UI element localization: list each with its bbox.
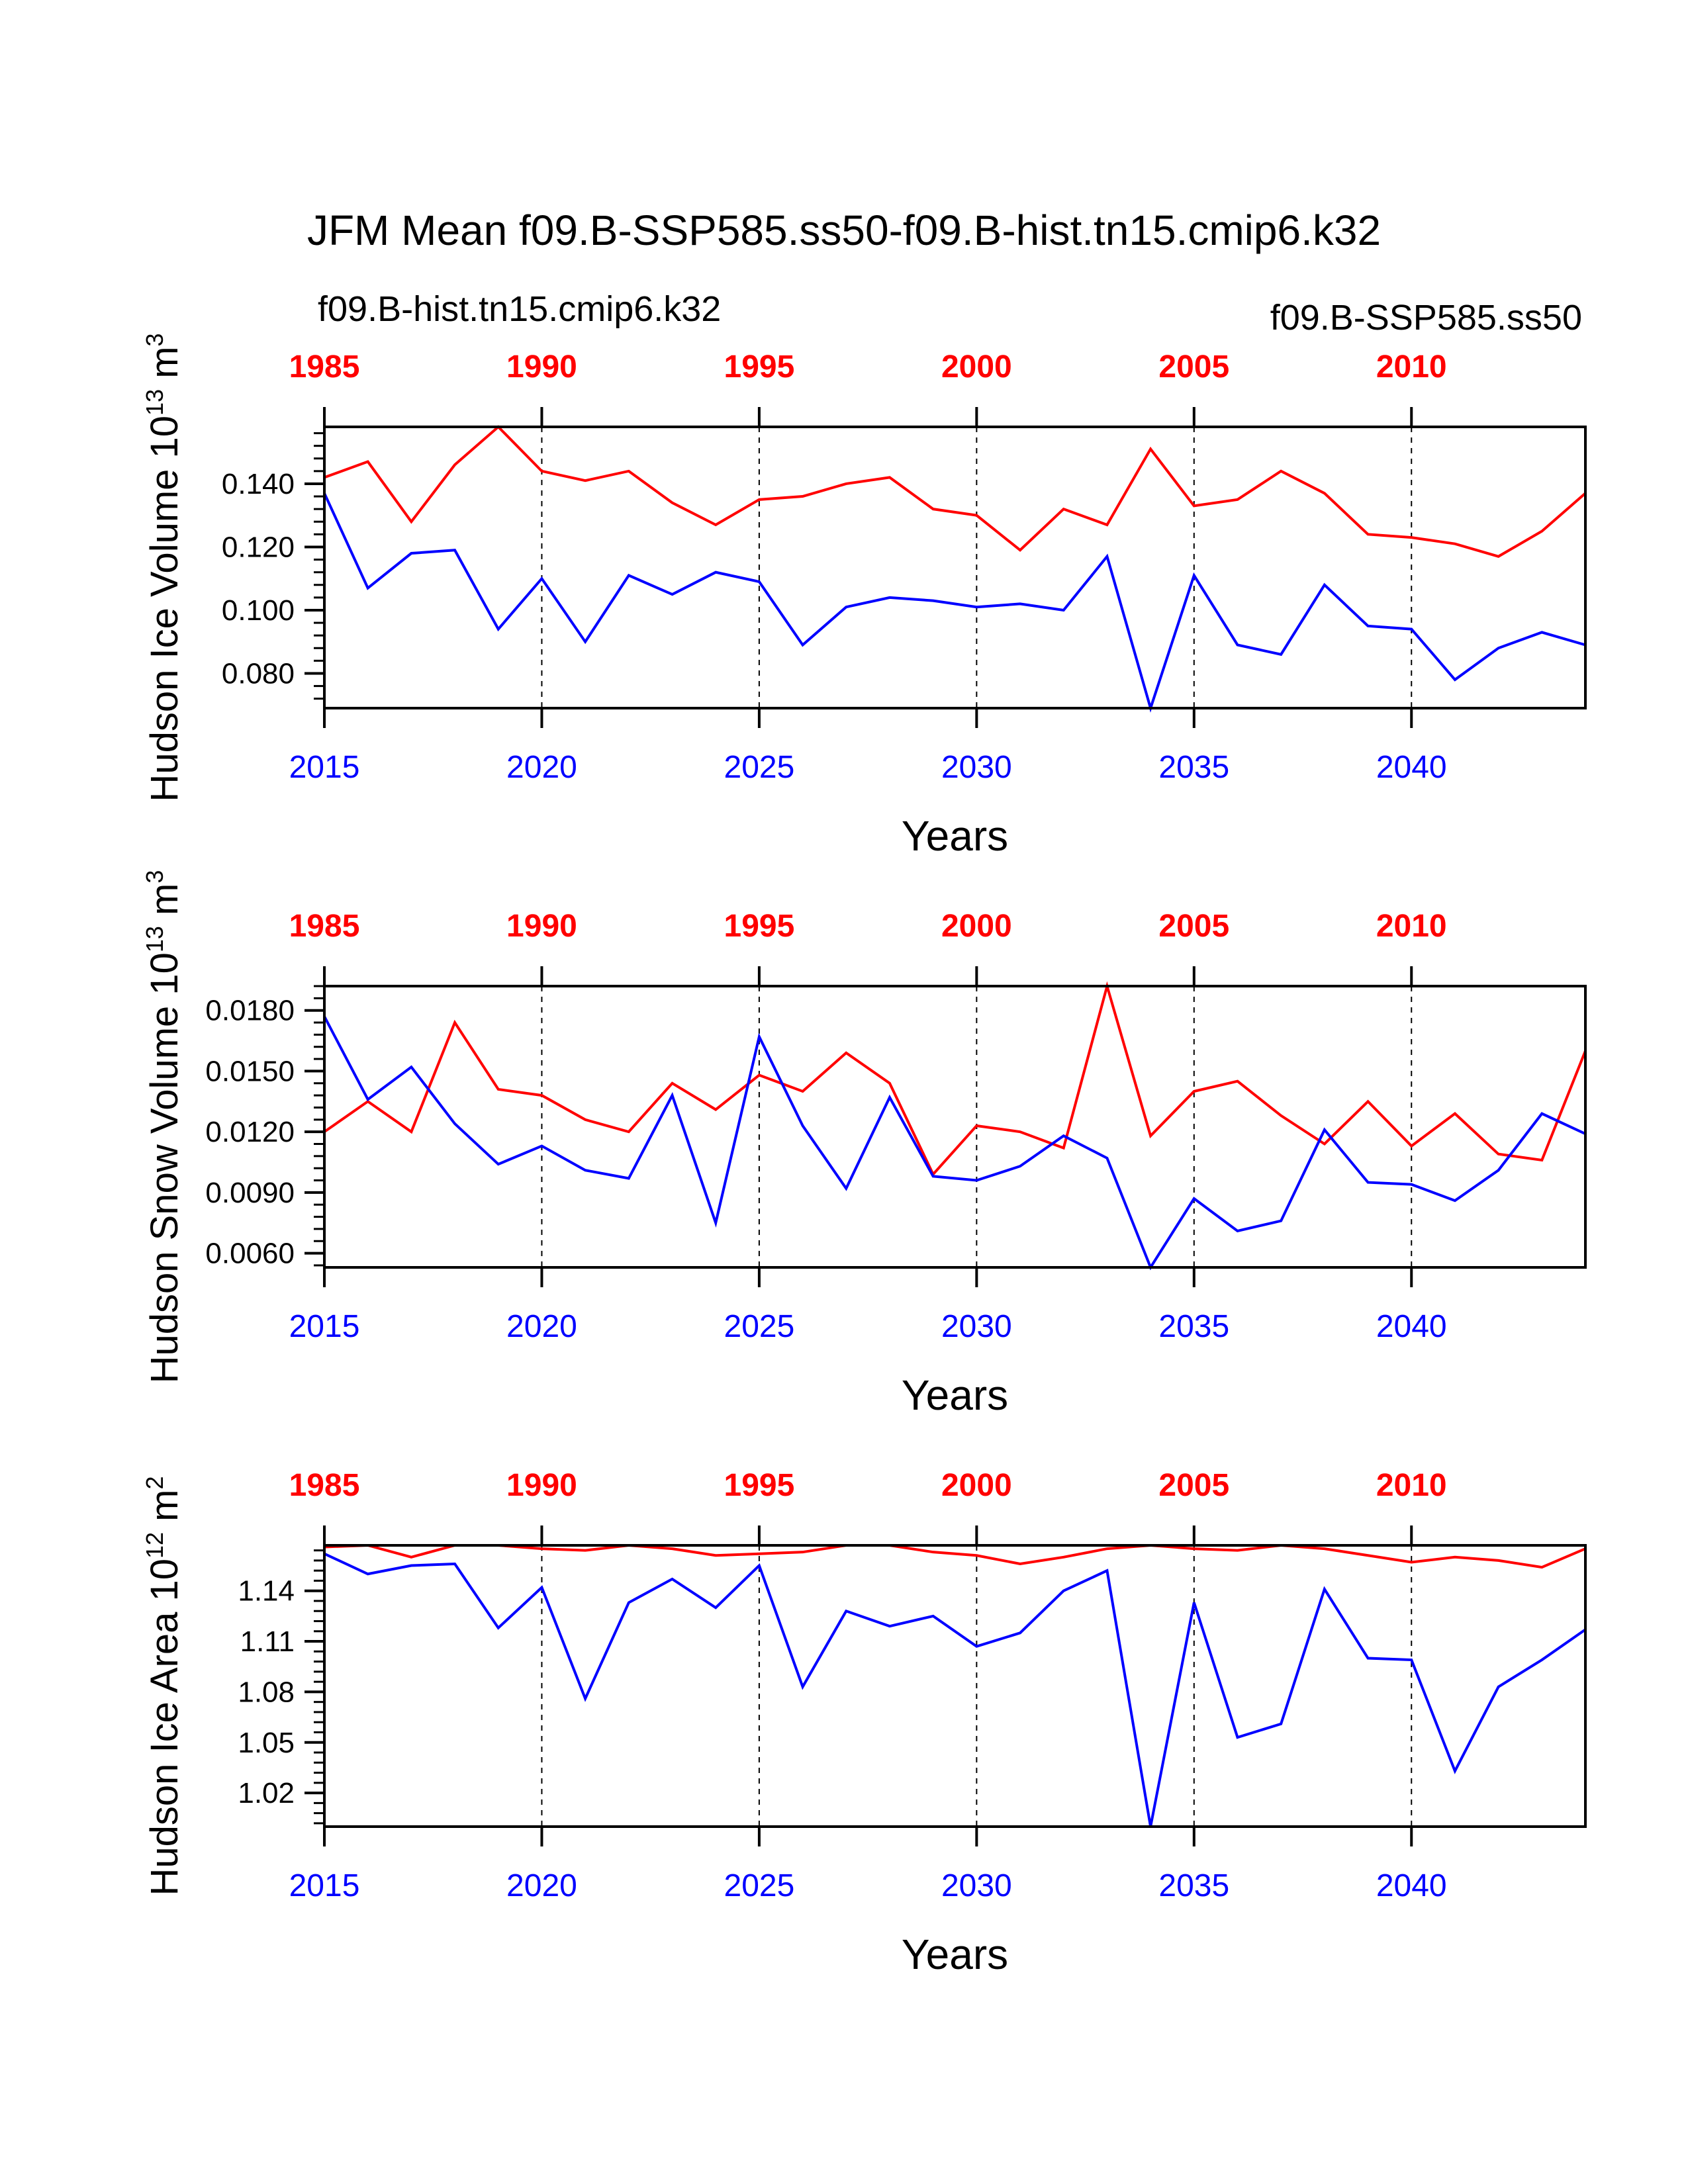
- series-line-ssp: [324, 1552, 1587, 1827]
- top-x-tick-label: 1995: [724, 349, 795, 385]
- top-x-tick-label: 2000: [941, 909, 1012, 944]
- bottom-x-tick-label: 2025: [724, 1309, 795, 1344]
- bottom-x-tick-label: 2030: [941, 750, 1012, 785]
- bottom-x-tick-label: 2015: [289, 1309, 360, 1344]
- y-axis-title-exponent: 13: [141, 389, 168, 416]
- y-tick-label: 0.140: [222, 468, 295, 500]
- top-x-tick-label: 2010: [1376, 1468, 1447, 1503]
- bottom-x-tick-label: 2035: [1158, 1309, 1229, 1344]
- x-axis-title: Years: [902, 1931, 1008, 1978]
- top-x-tick-label: 1995: [724, 909, 795, 944]
- bottom-x-tick-label: 2025: [724, 1868, 795, 1903]
- legend-ssp-label: f09.B-SSP585.ss50: [1270, 298, 1582, 338]
- y-tick-label: 1.11: [240, 1625, 295, 1658]
- x-axis-title: Years: [902, 1371, 1008, 1419]
- bottom-x-tick-label: 2040: [1376, 750, 1447, 785]
- y-axis-title-exponent: 13: [141, 926, 168, 952]
- top-x-tick-label: 2000: [941, 1468, 1012, 1503]
- top-x-tick-label: 2005: [1158, 1468, 1229, 1503]
- bottom-x-tick-label: 2040: [1376, 1309, 1447, 1344]
- chart-title: JFM Mean f09.B-SSP585.ss50-f09.B-hist.tn…: [307, 206, 1381, 254]
- bottom-x-tick-label: 2035: [1158, 750, 1229, 785]
- y-axis-title-unit: m: [143, 346, 186, 388]
- bottom-x-tick-label: 2025: [724, 750, 795, 785]
- bottom-x-tick-label: 2030: [941, 1868, 1012, 1903]
- panel-1: 1985 1990 1995 2000 2005 2010 2015 2020 2025 2030…: [141, 333, 1587, 860]
- bottom-x-tick-label: 2030: [941, 1309, 1012, 1344]
- series-line-ssp: [323, 492, 1586, 713]
- series-line-hist: [324, 1543, 1586, 1569]
- y-tick-label: 0.120: [222, 531, 295, 563]
- y-tick-label: 1.14: [238, 1575, 295, 1608]
- bottom-x-tick-label: 2040: [1376, 1868, 1447, 1903]
- bottom-x-tick-label: 2035: [1158, 1868, 1229, 1903]
- series-line-hist: [323, 981, 1587, 1177]
- y-tick-label: 1.05: [238, 1727, 295, 1759]
- bottom-x-tick-label: 2015: [289, 1868, 360, 1903]
- top-x-tick-label: 2010: [1376, 349, 1447, 385]
- y-tick-label: 0.080: [222, 657, 295, 690]
- y-axis-title-main: Hudson Ice Area 10: [143, 1559, 186, 1895]
- y-axis-title-main: Hudson Snow Volume 10: [143, 952, 186, 1383]
- y-axis-title-main: Hudson Ice Volume 10: [143, 416, 186, 802]
- y-axis-title-unit-exponent: 3: [141, 870, 168, 884]
- top-x-tick-label: 1985: [289, 909, 360, 944]
- series-line-ssp: [323, 1015, 1586, 1271]
- y-axis-title: Hudson Ice Volume 1013 m3: [141, 333, 186, 801]
- y-tick-label: 1.08: [238, 1676, 295, 1708]
- plot-frame: [323, 985, 1587, 1269]
- top-x-tick-label: 2005: [1158, 349, 1229, 385]
- y-tick-label: 0.100: [222, 594, 295, 627]
- series-line-hist: [324, 425, 1587, 558]
- bottom-x-tick-label: 2020: [506, 1309, 577, 1344]
- top-x-tick-label: 1990: [506, 909, 577, 944]
- y-axis-title: Hudson Snow Volume 1013 m3: [141, 870, 186, 1384]
- top-x-tick-label: 1990: [506, 349, 577, 385]
- y-tick-label: 0.0180: [205, 995, 295, 1027]
- panel-3: 1985 1990 1995 2000 2005 2010 2015 2020 2025 2030…: [141, 1468, 1587, 1978]
- top-x-tick-label: 2005: [1158, 909, 1229, 944]
- panel-2: 1985 1990 1995 2000 2005 2010 2015 2020 2025 2030…: [141, 870, 1587, 1419]
- y-axis-title-unit-exponent: 3: [141, 333, 168, 346]
- y-axis-title-unit: m: [143, 1490, 186, 1532]
- plot-frame: [323, 1544, 1587, 1828]
- y-axis-title-unit: m: [143, 884, 186, 926]
- y-axis-title-unit-exponent: 2: [141, 1477, 168, 1490]
- top-x-tick-label: 1985: [289, 1468, 360, 1503]
- legend-hist-label: f09.B-hist.tn15.cmip6.k32: [318, 289, 721, 329]
- top-x-tick-label: 1985: [289, 349, 360, 385]
- top-x-tick-label: 1990: [506, 1468, 577, 1503]
- bottom-x-tick-label: 2020: [506, 1868, 577, 1903]
- bottom-x-tick-label: 2015: [289, 750, 360, 785]
- y-tick-label: 0.0060: [205, 1238, 295, 1270]
- plot-frame: [323, 426, 1587, 709]
- bottom-x-tick-label: 2020: [506, 750, 577, 785]
- x-axis-title: Years: [902, 812, 1008, 860]
- y-tick-label: 1.02: [238, 1777, 295, 1809]
- y-tick-label: 0.0150: [205, 1055, 295, 1087]
- panels: 1985 1990 1995 2000 2005 2010 2015 2020 2025 2030…: [141, 333, 1587, 1978]
- top-x-tick-label: 1995: [724, 1468, 795, 1503]
- y-tick-label: 0.0090: [205, 1177, 295, 1209]
- y-axis-title: Hudson Ice Area 1012 m2: [141, 1477, 186, 1896]
- top-x-tick-label: 2010: [1376, 909, 1447, 944]
- y-axis-title-exponent: 12: [141, 1532, 168, 1559]
- y-tick-label: 0.0120: [205, 1116, 295, 1148]
- top-x-tick-label: 2000: [941, 349, 1012, 385]
